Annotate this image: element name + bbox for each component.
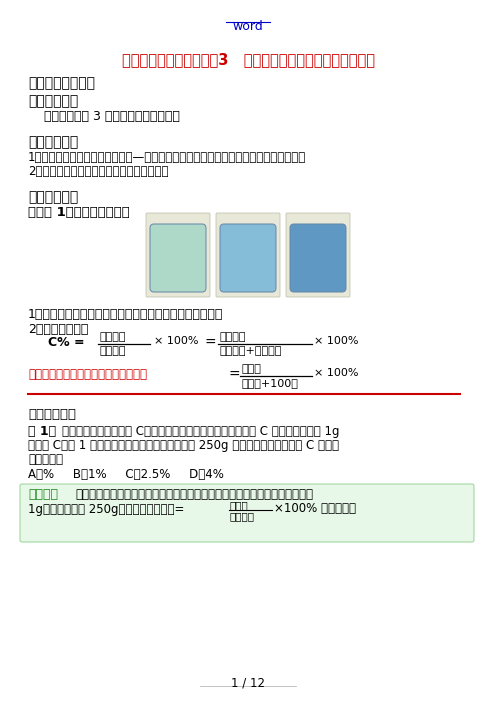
Text: =: =: [228, 368, 240, 382]
Text: 例 1：: 例 1：: [28, 425, 56, 438]
Text: 2．初步学会配制一定溶质质量分数的溶液。: 2．初步学会配制一定溶质质量分数的溶液。: [28, 165, 169, 178]
Text: 【解析】: 【解析】: [28, 488, 58, 501]
Text: 二、考点清单: 二、考点清单: [28, 135, 78, 149]
FancyBboxPatch shape: [20, 484, 474, 542]
Text: 溶液质量: 溶液质量: [230, 511, 255, 521]
FancyBboxPatch shape: [286, 213, 350, 297]
Text: 溶液质量: 溶液质量: [100, 346, 126, 356]
Text: 2．数学表达式：: 2．数学表达式：: [28, 323, 88, 336]
Text: × 100%: × 100%: [314, 336, 359, 346]
Text: 溶质质量+溶剂质量: 溶质质量+溶剂质量: [220, 346, 282, 356]
Text: 溶解度+100克: 溶解度+100克: [242, 378, 299, 388]
Text: 第九单元课题 3 溶液中溶质的质量分数: 第九单元课题 3 溶液中溶质的质量分数: [28, 110, 180, 123]
Text: 溶质质量: 溶质质量: [220, 332, 247, 342]
Text: 1．定义：溶质的质量与溶液的质量之比。用百分数表示。: 1．定义：溶质的质量与溶液的质量之比。用百分数表示。: [28, 308, 223, 321]
Text: 一定温度下饱和溶液的溶质的质量分数: 一定温度下饱和溶液的溶质的质量分数: [28, 368, 147, 381]
Text: × 100%: × 100%: [154, 336, 198, 346]
Text: × 100%: × 100%: [314, 368, 359, 378]
Text: 九年级化学第九单元课题3   溶液中溶质的质量分数人教实验版: 九年级化学第九单元课题3 溶液中溶质的质量分数人教实验版: [122, 52, 374, 67]
Text: 1g，溶液质量为 250g，由溶质质量分数=: 1g，溶液质量为 250g，由溶质质量分数=: [28, 503, 185, 516]
Text: 溶质量: 溶质量: [230, 500, 249, 510]
Text: 一、教学内容: 一、教学内容: [28, 94, 78, 108]
Text: =: =: [205, 336, 217, 350]
Text: ×100% 即可求得。: ×100% 即可求得。: [274, 502, 356, 515]
Text: 【本讲教育信息】: 【本讲教育信息】: [28, 76, 95, 90]
Text: 1．掌握一种溶液组成的表示方法—溶质质量分数，并能进行溶质质量分数的简单计算。: 1．掌握一种溶液组成的表示方法—溶质质量分数，并能进行溶质质量分数的简单计算。: [28, 151, 306, 164]
Text: 知识点 1：溶质的质量分数: 知识点 1：溶质的质量分数: [28, 206, 130, 219]
Text: 维生素 C，将 1 片泡腾片投入适量水中，最终得到 250g 溶液，此溶液中维生素 C 的质量: 维生素 C，将 1 片泡腾片投入适量水中，最终得到 250g 溶液，此溶液中维生…: [28, 439, 339, 452]
FancyBboxPatch shape: [290, 224, 346, 292]
Text: word: word: [233, 20, 263, 33]
FancyBboxPatch shape: [220, 224, 276, 292]
FancyBboxPatch shape: [146, 213, 210, 297]
Text: 分数为（）: 分数为（）: [28, 453, 63, 466]
Text: 溶解度: 溶解度: [242, 364, 262, 374]
FancyBboxPatch shape: [150, 224, 206, 292]
Text: 三、全面突破: 三、全面突破: [28, 190, 78, 204]
Text: 溶质质量: 溶质质量: [100, 332, 126, 342]
Text: C% =: C% =: [48, 336, 85, 349]
Text: 【典型例题】: 【典型例题】: [28, 408, 76, 421]
Text: 本题考查溶液最基本的计算，根据溶质质量分数的定义进行计算。溶质质量为: 本题考查溶液最基本的计算，根据溶质质量分数的定义进行计算。溶质质量为: [75, 488, 313, 501]
FancyBboxPatch shape: [216, 213, 280, 297]
Text: 1 / 12: 1 / 12: [231, 676, 265, 689]
Text: A．%     B．1%     C．2.5%     D．4%: A．% B．1% C．2.5% D．4%: [28, 468, 224, 481]
Text: 每天补充适量的维生素 C，有利于提高人体免疫力。某维生素 C 泡腾片，每片含 1g: 每天补充适量的维生素 C，有利于提高人体免疫力。某维生素 C 泡腾片，每片含 1…: [62, 425, 339, 438]
